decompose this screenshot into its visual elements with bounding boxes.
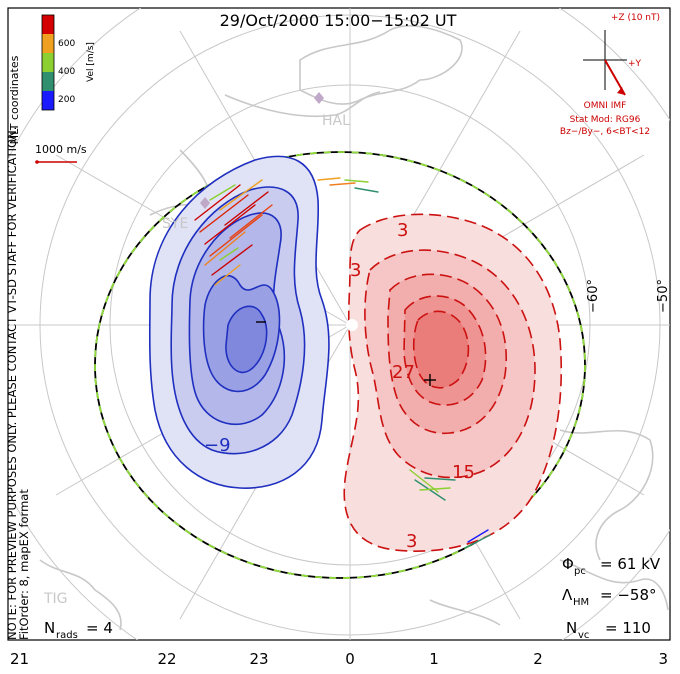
fit-order-label: FitOrder: 8, mapEX format (17, 489, 31, 640)
stat-n-vc: N vc = 110 (566, 619, 651, 641)
station-label-hal: HAL (322, 113, 350, 129)
svg-text:Λ: Λ (562, 586, 573, 604)
negative-potential-cell (148, 155, 330, 489)
mlt-axis: 21 22 23 0 1 2 3 (10, 650, 668, 668)
station-label-tig: TIG (43, 591, 68, 607)
mlt-tick-21: 21 (10, 650, 29, 668)
imf-condition-label: Bz−/By−, 6<BT<12 (560, 127, 650, 137)
colorbar (41, 14, 55, 111)
svg-text:N: N (566, 619, 577, 637)
map-title: 29/Oct/2000 15:00−15:02 UT (220, 11, 457, 30)
vector-scale-label: 1000 m/s (35, 143, 87, 156)
svg-text:HM: HM (573, 597, 589, 608)
contour-label-3-left: 3 (350, 260, 361, 281)
colorbar-tick-200: 200 (58, 95, 75, 105)
contour-label-3-top: 3 (397, 220, 408, 241)
mlt-tick-23: 23 (249, 650, 268, 668)
plot-frame (7, 7, 671, 641)
svg-text:= 61 kV: = 61 kV (600, 555, 661, 573)
svg-text:Φ: Φ (562, 555, 574, 573)
svg-text:= 110: = 110 (605, 619, 651, 637)
svg-text:vc: vc (578, 630, 589, 641)
svg-text:rads: rads (56, 630, 78, 641)
vector-scale-bar (35, 160, 77, 164)
mlt-tick-0: 0 (345, 650, 355, 668)
contour-label-neg-9: −9 (204, 435, 231, 456)
contour-label-3-bottom: 3 (406, 531, 417, 552)
latitude-label-60: −60° (586, 279, 601, 313)
cell-extremum-markers (256, 321, 436, 386)
velocity-vectors (194, 177, 491, 549)
svg-text:pc: pc (574, 566, 586, 577)
svg-text:= −58°: = −58° (600, 586, 657, 604)
heppner-maynard-boundary (94, 151, 586, 579)
colorbar-tick-600: 600 (58, 39, 75, 49)
stat-n-rads: N rads = 4 (44, 619, 113, 641)
colorbar-tick-400: 400 (58, 67, 75, 77)
imf-dial (583, 30, 627, 96)
mlt-tick-3: 3 (658, 650, 668, 668)
station-label-sye: SYE (162, 216, 188, 232)
station-markers (200, 92, 358, 331)
coordinates-label: MLT coordinates (8, 55, 21, 144)
imf-source-label: OMNI IMF (584, 101, 627, 111)
svg-text:N: N (44, 619, 55, 637)
stat-phi-pc: Φ pc = 61 kV (562, 555, 661, 577)
mlt-tick-2: 2 (533, 650, 543, 668)
imf-y-label: +Y (628, 59, 642, 69)
latitude-label-50: −50° (656, 279, 671, 313)
colorbar-label: Vel [m/s] (86, 42, 96, 82)
preview-note: NOTE: FOR PREVIEW PURPOSES ONLY. PLEASE … (5, 127, 19, 640)
imf-z-label: +Z (10 nT) (611, 13, 660, 23)
positive-potential-cell (343, 213, 563, 552)
mlt-tick-1: 1 (429, 650, 439, 668)
stat-model-label: Stat Mod: RG96 (570, 115, 641, 125)
svg-text:= 4: = 4 (86, 619, 113, 637)
contour-label-27: 27 (392, 362, 415, 383)
stat-lambda-hm: Λ HM = −58° (562, 586, 657, 608)
contour-label-15: 15 (452, 462, 475, 483)
mlt-tick-22: 22 (157, 650, 176, 668)
